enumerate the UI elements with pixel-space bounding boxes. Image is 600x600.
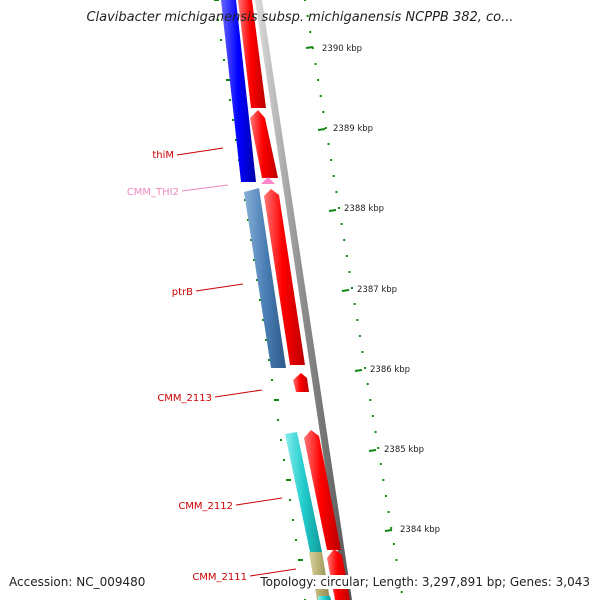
leader-line-CMM_THI2 — [181, 184, 229, 192]
feature-ptrB[interactable] — [244, 188, 286, 368]
accession-text: Accession: NC_009480 — [9, 575, 146, 589]
tick-2387 — [341, 289, 350, 292]
tick-label-2388: 2388 kbp — [344, 204, 384, 214]
leader-line-thiM — [176, 147, 224, 156]
genome-backbone — [255, 0, 352, 600]
tick-2384 — [384, 529, 393, 532]
feature-forward-cds-2[interactable] — [250, 110, 278, 178]
feature-CMM_2112[interactable] — [285, 432, 322, 552]
tick-label-2384: 2384 kbp — [400, 525, 440, 535]
tick-2388 — [328, 209, 337, 212]
tick-label-2385: 2385 kbp — [384, 445, 424, 455]
feature-next-cyan[interactable] — [318, 596, 331, 600]
kbp-scale: 2390 kbp 2389 kbp 2388 kbp 2387 kbp 2386… — [305, 44, 440, 535]
tick-label-2390: 2390 kbp — [322, 44, 362, 54]
genome-summary-text: Topology: circular; Length: 3,297,891 bp… — [260, 575, 590, 589]
leader-line-CMM_2113 — [214, 389, 263, 398]
tick-label-2386: 2386 kbp — [370, 365, 410, 375]
tick-2386 — [354, 369, 363, 372]
map-title: Clavibacter michiganensis subsp. michiga… — [86, 10, 514, 25]
gene-label-CMM_THI2[interactable]: CMM_THI2 — [127, 187, 179, 198]
leader-line-CMM_2111 — [249, 568, 297, 577]
leader-line-ptrB — [195, 283, 244, 292]
feature-forward-cds-4[interactable] — [304, 430, 341, 550]
feature-CMM_2113[interactable] — [293, 373, 309, 392]
feature-CMM_THI2[interactable] — [261, 177, 275, 184]
tick-2390 — [305, 46, 314, 49]
outer-dotted-ring — [304, 0, 403, 593]
tick-label-2387: 2387 kbp — [357, 285, 397, 295]
gene-label-thiM[interactable]: thiM — [152, 150, 174, 161]
gene-label-ptrB[interactable]: ptrB — [172, 287, 193, 298]
gene-label-CMM_2112[interactable]: CMM_2112 — [178, 501, 233, 512]
tick-2385 — [368, 449, 377, 452]
tick-label-2389: 2389 kbp — [333, 124, 373, 134]
leader-line-CMM_2112 — [235, 497, 283, 506]
feature-thiM[interactable] — [221, 0, 256, 182]
gene-label-CMM_2113[interactable]: CMM_2113 — [157, 393, 212, 404]
tick-2389 — [317, 128, 326, 131]
feature-forward-cds-3[interactable] — [264, 189, 305, 365]
gene-label-CMM_2111[interactable]: CMM_2111 — [192, 572, 247, 583]
feature-forward-cds-1[interactable] — [238, 0, 266, 108]
